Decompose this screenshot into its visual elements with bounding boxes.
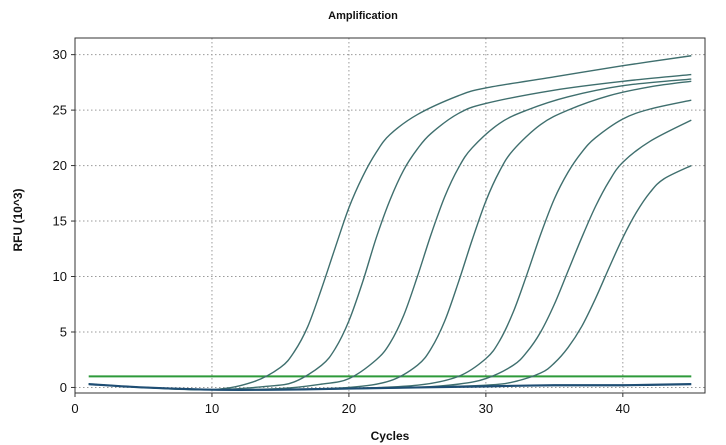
axis-layer: 0 10 20 30 40 0 5 10 15 20 25 30 (53, 37, 706, 416)
y-tick-label: 5 (60, 324, 67, 339)
y-axis-label: RFU (10^3) (11, 188, 25, 252)
amplification-curve-1 (88, 55, 692, 391)
x-tick-label: 0 (71, 401, 78, 416)
y-tick-label: 0 (60, 380, 67, 395)
amplification-curve-2 (88, 73, 692, 391)
y-tick-label: 15 (53, 214, 67, 229)
amplification-curve-6 (88, 119, 692, 391)
x-axis-label: Cycles (370, 429, 410, 443)
y-tick-label: 10 (53, 269, 67, 284)
amplification-curve-3 (88, 78, 692, 391)
x-tick-label: 10 (205, 401, 219, 416)
series-layer (88, 55, 692, 391)
x-tick-label: 20 (342, 401, 356, 416)
chart-title: Amplification (328, 10, 398, 22)
x-tick-label: 30 (479, 401, 493, 416)
amplification-curve-8 (88, 383, 692, 391)
grid-layer (75, 38, 705, 393)
y-tick-label: 30 (53, 47, 67, 62)
amplification-curve-5 (88, 99, 692, 391)
y-tick-label: 20 (53, 158, 67, 173)
plot-frame (74, 37, 706, 394)
y-tick-label: 25 (53, 103, 67, 118)
x-tick-label: 40 (616, 401, 630, 416)
